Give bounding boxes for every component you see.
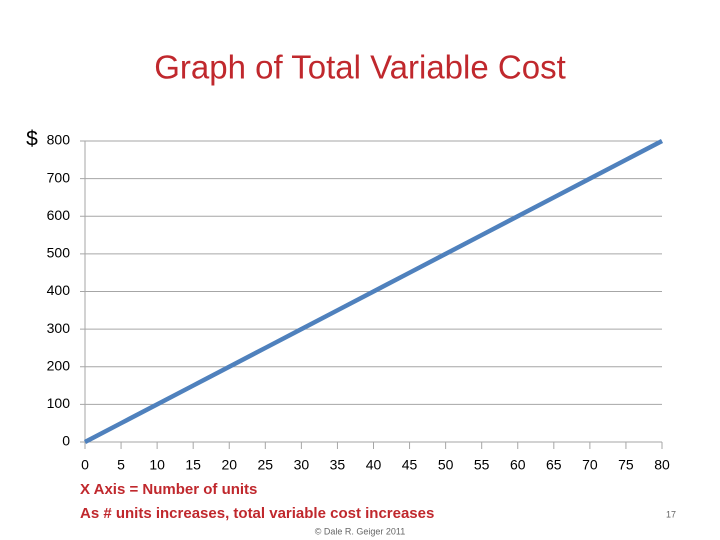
x-tick-label: 35 [330,457,346,473]
x-tick-label: 40 [366,457,382,473]
copyright: © Dale R. Geiger 2011 [315,526,406,536]
y-tick-label: 300 [47,320,71,336]
x-tick-label: 50 [438,457,454,473]
x-tick-label: 5 [117,457,125,473]
x-tick-label: 60 [510,457,526,473]
x-tick-label: 0 [81,457,89,473]
annotation: As # units increases, total variable cos… [80,505,434,522]
x-tick-label: 65 [546,457,562,473]
y-tick-label: 0 [62,433,70,449]
y-tick-label: 700 [47,169,71,185]
y-tick-label: 400 [47,282,71,298]
x-tick-label: 45 [402,457,418,473]
x-tick-label: 75 [618,457,634,473]
x-tick-label: 25 [258,457,274,473]
x-tick-label: 70 [582,457,598,473]
x-tick-label: 15 [185,457,201,473]
x-tick-label: 80 [654,457,670,473]
y-tick-label: 100 [47,395,71,411]
y-axis-label: $ [26,128,38,151]
page-number: 17 [666,509,676,519]
y-tick-label: 500 [47,245,71,261]
x-tick-label: 55 [474,457,490,473]
x-tick-label: 10 [149,457,165,473]
x-tick-label: 30 [294,457,310,473]
y-tick-label: 600 [47,207,71,223]
chart-title: Graph of Total Variable Cost [154,49,566,86]
x-tick-label: 20 [221,457,237,473]
data-line [83,139,664,444]
annotation: X Axis = Number of units [80,481,257,498]
y-tick-label: 800 [47,132,71,148]
y-tick-label: 200 [47,357,71,373]
